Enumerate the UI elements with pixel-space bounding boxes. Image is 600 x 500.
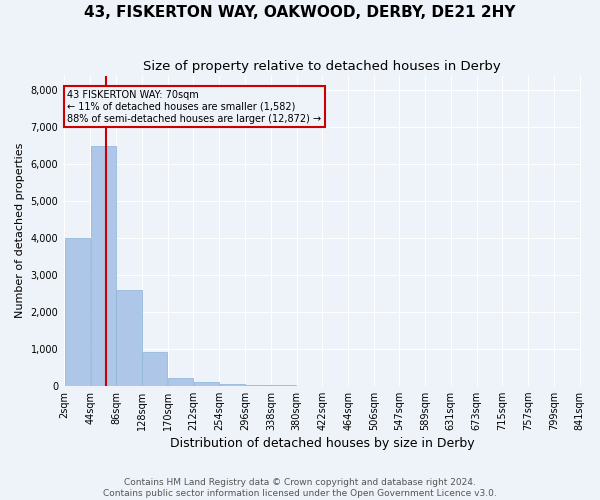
Bar	[65, 238, 90, 386]
Bar	[194, 382, 219, 386]
Text: Contains HM Land Registry data © Crown copyright and database right 2024.
Contai: Contains HM Land Registry data © Crown c…	[103, 478, 497, 498]
Text: 43 FISKERTON WAY: 70sqm
← 11% of detached houses are smaller (1,582)
88% of semi: 43 FISKERTON WAY: 70sqm ← 11% of detache…	[67, 90, 322, 124]
Y-axis label: Number of detached properties: Number of detached properties	[15, 143, 25, 318]
Bar	[168, 378, 193, 386]
Bar	[245, 385, 271, 386]
Title: Size of property relative to detached houses in Derby: Size of property relative to detached ho…	[143, 60, 501, 73]
Bar	[142, 352, 167, 386]
Bar	[116, 290, 142, 386]
X-axis label: Distribution of detached houses by size in Derby: Distribution of detached houses by size …	[170, 437, 475, 450]
Bar	[220, 384, 245, 386]
Bar	[91, 146, 116, 386]
Text: 43, FISKERTON WAY, OAKWOOD, DERBY, DE21 2HY: 43, FISKERTON WAY, OAKWOOD, DERBY, DE21 …	[84, 5, 516, 20]
